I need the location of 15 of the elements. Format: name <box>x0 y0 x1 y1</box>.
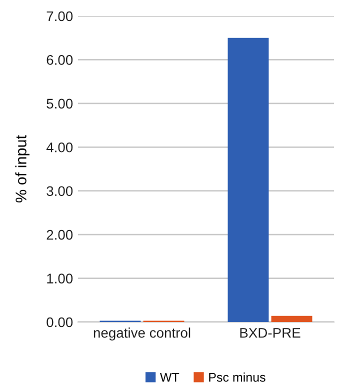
y-tick-label: 3.00 <box>46 186 73 196</box>
x-tick-label: negative control <box>94 328 190 341</box>
y-tick-label: 2.00 <box>46 230 73 240</box>
y-tick-label: 1.00 <box>47 274 73 284</box>
y-axis-title: % of input <box>15 135 30 202</box>
bar <box>228 38 269 322</box>
y-tick-label: 7.00 <box>46 11 73 22</box>
y-tick-label: 6.00 <box>46 55 73 65</box>
bar <box>271 316 312 322</box>
y-tick-label: 0.00 <box>46 317 73 328</box>
legend-label: WT <box>160 372 180 382</box>
x-tick-label: BXD-PRE <box>240 328 300 338</box>
y-tick-label: 4.00 <box>46 142 73 152</box>
y-tick-label: 5.00 <box>46 98 73 109</box>
legend-label: Psc minus <box>209 372 266 382</box>
